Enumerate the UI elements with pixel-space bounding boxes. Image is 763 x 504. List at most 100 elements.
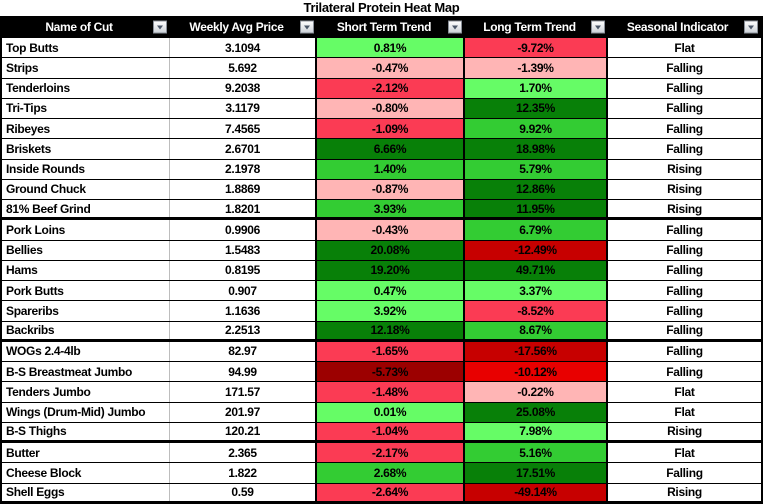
cell-weekly-avg-price[interactable]: 7.4565 xyxy=(170,119,317,139)
cell-weekly-avg-price[interactable]: 2.365 xyxy=(170,443,317,463)
cell-short-term-trend[interactable]: 6.66% xyxy=(317,139,465,159)
cell-name-of-cut[interactable]: Tenderloins xyxy=(2,78,170,98)
cell-long-term-trend[interactable]: 18.98% xyxy=(465,139,608,159)
cell-name-of-cut[interactable]: Pork Loins xyxy=(2,220,170,240)
cell-name-of-cut[interactable]: 81% Beef Grind xyxy=(2,200,170,218)
cell-long-term-trend[interactable]: 8.67% xyxy=(465,321,608,339)
cell-short-term-trend[interactable]: 0.47% xyxy=(317,281,465,301)
cell-name-of-cut[interactable]: WOGs 2.4-4lb xyxy=(2,341,170,361)
cell-seasonal-indicator[interactable]: Falling xyxy=(666,60,703,75)
cell-long-term-trend[interactable]: -10.12% xyxy=(465,362,608,382)
filter-dropdown-button-short-term-trend[interactable] xyxy=(448,20,462,34)
cell-name-of-cut[interactable]: Ground Chuck xyxy=(2,179,170,199)
cell-seasonal-indicator[interactable]: Flat xyxy=(674,445,695,460)
cell-seasonal-indicator[interactable]: Falling xyxy=(666,141,703,156)
cell-weekly-avg-price[interactable]: 2.6701 xyxy=(170,139,317,159)
cell-seasonal-indicator[interactable]: Falling xyxy=(666,81,703,96)
filter-dropdown-button-name-of-cut[interactable] xyxy=(153,20,167,34)
cell-name-of-cut[interactable]: Strips xyxy=(2,58,170,78)
cell-long-term-trend[interactable]: 1.70% xyxy=(465,78,608,98)
cell-short-term-trend[interactable]: 20.08% xyxy=(317,240,465,260)
cell-seasonal-indicator[interactable]: Rising xyxy=(667,182,702,197)
cell-name-of-cut[interactable]: Cheese Block xyxy=(2,463,170,483)
cell-name-of-cut[interactable]: Hams xyxy=(2,260,170,280)
cell-name-of-cut[interactable]: Briskets xyxy=(2,139,170,159)
cell-seasonal-indicator[interactable]: Falling xyxy=(666,121,703,136)
cell-seasonal-indicator[interactable]: Rising xyxy=(667,424,702,439)
cell-short-term-trend[interactable]: -2.17% xyxy=(317,443,465,463)
cell-long-term-trend[interactable]: 11.95% xyxy=(465,200,608,218)
cell-short-term-trend[interactable]: -2.64% xyxy=(317,483,465,501)
cell-seasonal-indicator[interactable]: Falling xyxy=(666,263,703,278)
cell-long-term-trend[interactable]: 12.35% xyxy=(465,98,608,118)
cell-name-of-cut[interactable]: Butter xyxy=(2,443,170,463)
cell-long-term-trend[interactable]: -1.39% xyxy=(465,58,608,78)
cell-short-term-trend[interactable]: -0.80% xyxy=(317,98,465,118)
cell-weekly-avg-price[interactable]: 3.1179 xyxy=(170,98,317,118)
cell-name-of-cut[interactable]: Tenders Jumbo xyxy=(2,382,170,402)
cell-short-term-trend[interactable]: -0.47% xyxy=(317,58,465,78)
cell-short-term-trend[interactable]: -1.48% xyxy=(317,382,465,402)
cell-seasonal-indicator[interactable]: Falling xyxy=(666,323,703,338)
cell-name-of-cut[interactable]: Wings (Drum-Mid) Jumbo xyxy=(2,402,170,422)
cell-seasonal-indicator[interactable]: Falling xyxy=(666,364,703,379)
cell-weekly-avg-price[interactable]: 82.97 xyxy=(170,341,317,361)
cell-long-term-trend[interactable]: 17.51% xyxy=(465,463,608,483)
cell-long-term-trend[interactable]: 49.71% xyxy=(465,260,608,280)
cell-seasonal-indicator[interactable]: Flat xyxy=(674,40,695,55)
cell-weekly-avg-price[interactable]: 0.8195 xyxy=(170,260,317,280)
cell-short-term-trend[interactable]: 0.01% xyxy=(317,402,465,422)
cell-seasonal-indicator[interactable]: Falling xyxy=(666,222,703,237)
cell-long-term-trend[interactable]: -17.56% xyxy=(465,341,608,361)
cell-name-of-cut[interactable]: Spareribs xyxy=(2,301,170,321)
cell-long-term-trend[interactable]: 5.79% xyxy=(465,159,608,179)
cell-weekly-avg-price[interactable]: 0.907 xyxy=(170,281,317,301)
cell-weekly-avg-price[interactable]: 1.5483 xyxy=(170,240,317,260)
filter-dropdown-button-weekly-avg-price[interactable] xyxy=(300,20,314,34)
cell-weekly-avg-price[interactable]: 201.97 xyxy=(170,402,317,422)
cell-short-term-trend[interactable]: 3.93% xyxy=(317,200,465,218)
cell-seasonal-indicator[interactable]: Falling xyxy=(666,303,703,318)
cell-weekly-avg-price[interactable]: 2.1978 xyxy=(170,159,317,179)
cell-weekly-avg-price[interactable]: 2.2513 xyxy=(170,321,317,339)
cell-weekly-avg-price[interactable]: 0.59 xyxy=(170,483,317,501)
cell-name-of-cut[interactable]: Tri-Tips xyxy=(2,98,170,118)
cell-short-term-trend[interactable]: -2.12% xyxy=(317,78,465,98)
cell-name-of-cut[interactable]: B-S Thighs xyxy=(2,422,170,440)
cell-short-term-trend[interactable]: -1.09% xyxy=(317,119,465,139)
cell-short-term-trend[interactable]: 2.68% xyxy=(317,463,465,483)
cell-weekly-avg-price[interactable]: 1.8201 xyxy=(170,200,317,218)
cell-name-of-cut[interactable]: Backribs xyxy=(2,321,170,339)
cell-seasonal-indicator[interactable]: Falling xyxy=(666,344,703,359)
cell-weekly-avg-price[interactable]: 171.57 xyxy=(170,382,317,402)
cell-seasonal-indicator[interactable]: Rising xyxy=(667,485,702,500)
cell-long-term-trend[interactable]: 3.37% xyxy=(465,281,608,301)
cell-weekly-avg-price[interactable]: 1.822 xyxy=(170,463,317,483)
cell-long-term-trend[interactable]: 12.86% xyxy=(465,179,608,199)
cell-seasonal-indicator[interactable]: Falling xyxy=(666,465,703,480)
cell-weekly-avg-price[interactable]: 120.21 xyxy=(170,422,317,440)
cell-name-of-cut[interactable]: Inside Rounds xyxy=(2,159,170,179)
cell-seasonal-indicator[interactable]: Falling xyxy=(666,101,703,116)
filter-dropdown-button-long-term-trend[interactable] xyxy=(591,20,605,34)
cell-weekly-avg-price[interactable]: 5.692 xyxy=(170,58,317,78)
cell-long-term-trend[interactable]: -8.52% xyxy=(465,301,608,321)
cell-short-term-trend[interactable]: 12.18% xyxy=(317,321,465,339)
cell-weekly-avg-price[interactable]: 0.9906 xyxy=(170,220,317,240)
cell-seasonal-indicator[interactable]: Flat xyxy=(674,405,695,420)
cell-long-term-trend[interactable]: -49.14% xyxy=(465,483,608,501)
cell-short-term-trend[interactable]: -0.87% xyxy=(317,179,465,199)
cell-long-term-trend[interactable]: -12.49% xyxy=(465,240,608,260)
cell-weekly-avg-price[interactable]: 9.2038 xyxy=(170,78,317,98)
cell-long-term-trend[interactable]: -0.22% xyxy=(465,382,608,402)
cell-long-term-trend[interactable]: 7.98% xyxy=(465,422,608,440)
cell-short-term-trend[interactable]: 1.40% xyxy=(317,159,465,179)
cell-name-of-cut[interactable]: B-S Breastmeat Jumbo xyxy=(2,362,170,382)
cell-name-of-cut[interactable]: Ribeyes xyxy=(2,119,170,139)
cell-long-term-trend[interactable]: -9.72% xyxy=(465,38,608,58)
cell-weekly-avg-price[interactable]: 3.1094 xyxy=(170,38,317,58)
cell-short-term-trend[interactable]: -1.65% xyxy=(317,341,465,361)
cell-name-of-cut[interactable]: Pork Butts xyxy=(2,281,170,301)
cell-name-of-cut[interactable]: Shell Eggs xyxy=(2,483,170,501)
cell-long-term-trend[interactable]: 5.16% xyxy=(465,443,608,463)
